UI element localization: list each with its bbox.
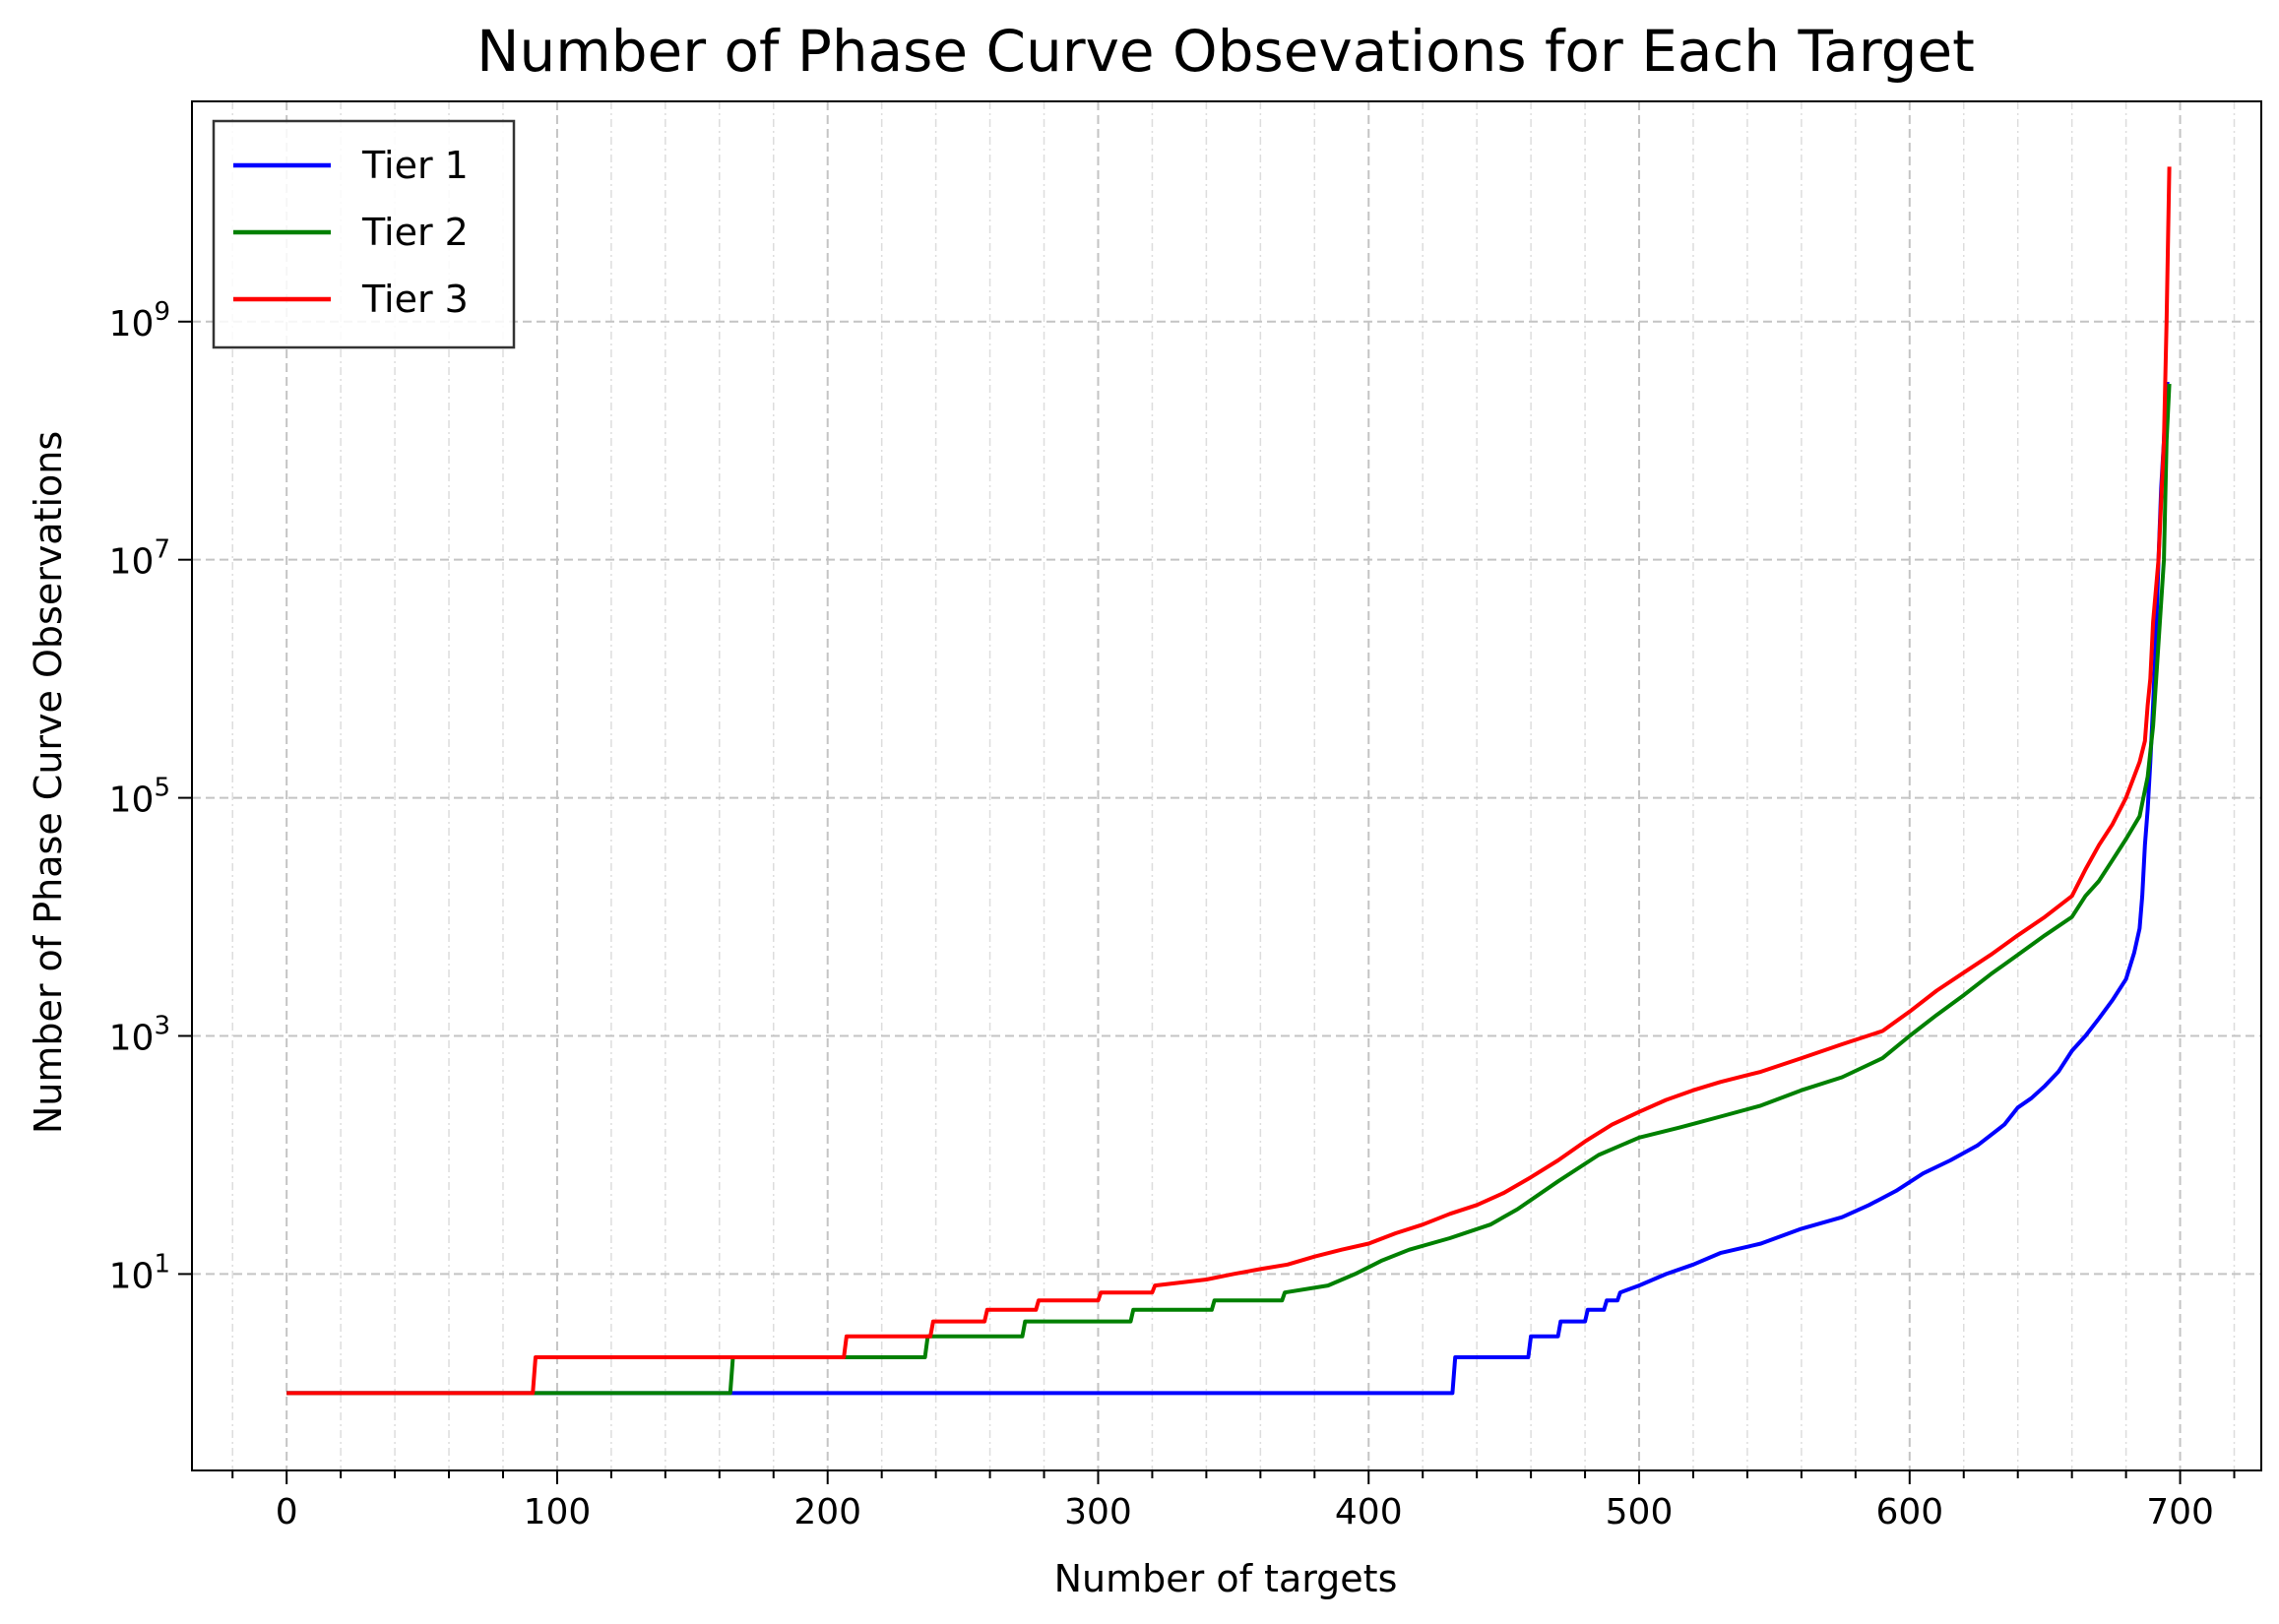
x-tick-label: 700	[2146, 1492, 2214, 1532]
series-lines	[286, 166, 2172, 1396]
legend-label: Tier 1	[361, 144, 469, 187]
y-tick-label: 105	[109, 774, 170, 821]
y-tick-label: 107	[109, 535, 170, 583]
x-axis-label: Number of targets	[1054, 1557, 1398, 1600]
legend-label: Tier 2	[361, 211, 469, 254]
plot-frame	[191, 100, 2262, 1471]
chart-title: Number of Phase Curve Obsevations for Ea…	[476, 18, 1975, 85]
y-tick-label: 101	[109, 1249, 170, 1296]
x-tick-label: 100	[524, 1492, 592, 1532]
x-tick-label: 0	[276, 1492, 298, 1532]
series-line-tier-3	[286, 166, 2172, 1396]
x-axis-ticks: 0 100 200 300 400 500 600 700	[231, 1470, 2236, 1532]
x-tick-label: 400	[1335, 1492, 1403, 1532]
x-tick-label: 500	[1606, 1492, 1674, 1532]
x-tick-label: 600	[1875, 1492, 1943, 1532]
y-axis-ticks: 101 103 105 107 109	[109, 297, 192, 1296]
y-axis-label: Number of Phase Curve Observations	[27, 431, 70, 1134]
x-tick-label: 300	[1064, 1492, 1132, 1532]
y-tick-label: 103	[109, 1012, 170, 1059]
legend-label: Tier 3	[361, 278, 469, 321]
y-tick-label: 109	[109, 297, 170, 344]
series-line-tier-2	[286, 383, 2172, 1396]
series-line-tier-1	[286, 382, 2170, 1396]
x-tick-label: 200	[793, 1492, 861, 1532]
legend: Tier 1 Tier 2 Tier 3	[212, 119, 516, 349]
